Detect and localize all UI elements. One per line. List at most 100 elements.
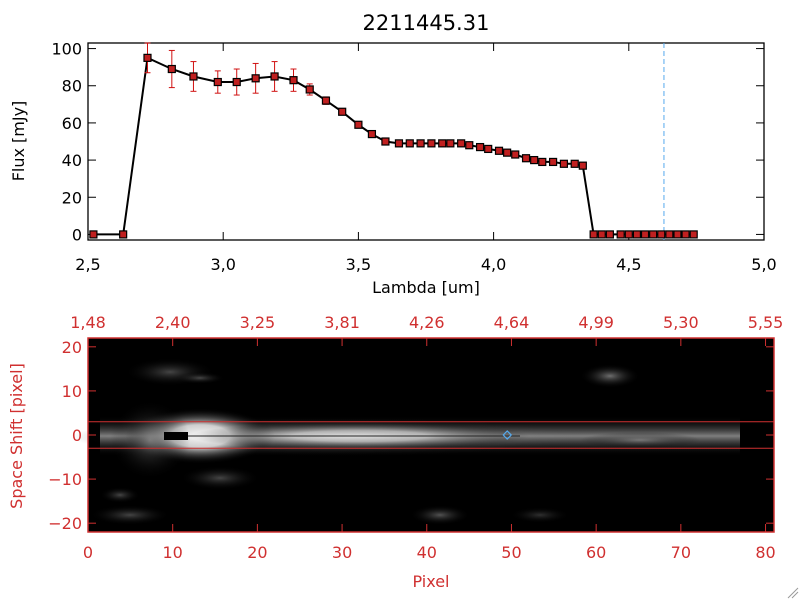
wavelength-tick-label: 4,26: [409, 313, 445, 332]
pixel-tick-label: 50: [501, 543, 521, 562]
data-point: [251, 74, 260, 83]
data-point: [189, 72, 198, 81]
data-point: [394, 139, 404, 148]
data-point: [616, 230, 625, 239]
data-point: [548, 157, 558, 167]
wavelength-tick-label: 5,30: [663, 313, 699, 332]
data-point: [405, 139, 414, 148]
shift-tick-label: −10: [48, 470, 82, 489]
pixel-tick-label: 10: [163, 543, 183, 562]
data-point: [624, 230, 633, 239]
data-point: [446, 139, 455, 148]
lambda-x-ticks: 2,5 3,0 3,5 4,0 4,5 5,0: [75, 43, 777, 274]
data-point: [673, 230, 682, 239]
wavelength-tick-label: 4,64: [494, 313, 530, 332]
y-tick-label: 20: [62, 188, 82, 207]
data-point: [457, 139, 466, 148]
data-point: [89, 230, 98, 239]
data-point: [167, 64, 176, 74]
data-point: [338, 107, 347, 116]
data-point: [640, 230, 650, 239]
data-point: [354, 120, 363, 129]
data-point: [538, 157, 547, 167]
space-shift-y-axis-label: Space Shift [pixel]: [7, 363, 26, 509]
pixel-x-axis-label: Pixel: [412, 572, 449, 591]
data-point: [305, 85, 314, 94]
data-point: [213, 77, 222, 87]
data-point: [649, 230, 658, 239]
flux-y-ticks: 0 20 40 60 80 100: [51, 40, 764, 244]
pixel-tick-label: 20: [247, 543, 267, 562]
flux-markers: [89, 53, 698, 239]
wavelength-tick-label: 1,48: [70, 313, 106, 332]
flux-plot-frame: [87, 42, 765, 241]
data-point: [270, 72, 279, 81]
y-tick-label: 40: [62, 151, 82, 170]
data-point: [321, 96, 331, 105]
data-point: [427, 139, 436, 148]
data-point: [559, 159, 569, 168]
data-point: [511, 150, 520, 159]
flux-series-line: [93, 56, 694, 236]
space-shift-y-ticks: −20 −10 0 10 20: [48, 338, 774, 533]
data-point: [119, 230, 128, 239]
data-point: [381, 137, 390, 146]
data-point: [521, 154, 531, 163]
data-point: [475, 142, 485, 152]
pixel-tick-label: 40: [417, 543, 437, 562]
data-point: [438, 139, 447, 148]
flux-plot: 0 20 40 60 80 100 2,5 3,0 3,5 4,0 4,5 5,0: [51, 40, 776, 274]
pixel-tick-label: 80: [755, 543, 775, 562]
reference-pixel-marker: [502, 430, 513, 440]
y-tick-label: 80: [62, 77, 82, 96]
data-point: [578, 161, 587, 170]
x-tick-label: 3,0: [210, 255, 235, 274]
data-point: [605, 230, 614, 239]
data-point: [657, 230, 666, 239]
wavelength-tick-label: 4,99: [578, 313, 614, 332]
spectral-trace: [70, 358, 740, 525]
data-point: [632, 230, 642, 239]
data-point: [484, 144, 493, 154]
shift-tick-label: 10: [62, 382, 82, 401]
data-point: [416, 139, 425, 148]
pixel-tick-label: 30: [332, 543, 352, 562]
flux-x-axis-label: Lambda [um]: [372, 278, 480, 297]
shift-tick-label: 0: [72, 426, 82, 445]
data-point: [597, 230, 606, 239]
pixel-tick-label: 70: [671, 543, 691, 562]
x-tick-label: 4,5: [616, 255, 641, 274]
spectral-image-frame: [87, 337, 775, 533]
shift-tick-label: −20: [48, 514, 82, 533]
pixel-tick-label: 60: [586, 543, 606, 562]
data-point: [689, 230, 698, 239]
x-tick-label: 2,5: [75, 255, 100, 274]
data-point: [681, 230, 690, 239]
wavelength-tick-label: 3,81: [324, 313, 360, 332]
y-tick-label: 0: [72, 225, 82, 244]
source-centroid-marker: [164, 432, 188, 440]
y-tick-label: 60: [62, 114, 82, 133]
wavelength-top-ticks: 1,48 2,40 3,25 3,81 4,26 4,64 4,99 5,30 5,55: [70, 313, 783, 346]
shift-tick-label: 20: [62, 338, 82, 357]
resize-grip[interactable]: [787, 587, 799, 599]
data-point: [289, 76, 298, 85]
data-point: [503, 148, 512, 157]
x-tick-label: 4,0: [481, 255, 506, 274]
extraction-band-lines: [88, 421, 774, 449]
x-tick-label: 3,5: [346, 255, 371, 274]
flux-y-axis-label: Flux [mJy]: [9, 101, 28, 182]
pixel-x-ticks: 0 10 20 30 40 50 60 70 80: [83, 524, 776, 562]
data-point: [589, 230, 598, 239]
chart-title: 2211445.31: [363, 11, 490, 35]
data-point: [665, 230, 674, 239]
data-point: [465, 141, 474, 150]
wavelength-tick-label: 3,25: [240, 313, 276, 332]
y-tick-label: 100: [51, 40, 82, 59]
data-point: [367, 129, 377, 139]
pixel-tick-label: 0: [83, 543, 93, 562]
wavelength-tick-label: 2,40: [155, 313, 191, 332]
x-tick-label: 5,0: [751, 255, 776, 274]
data-point: [530, 155, 539, 165]
